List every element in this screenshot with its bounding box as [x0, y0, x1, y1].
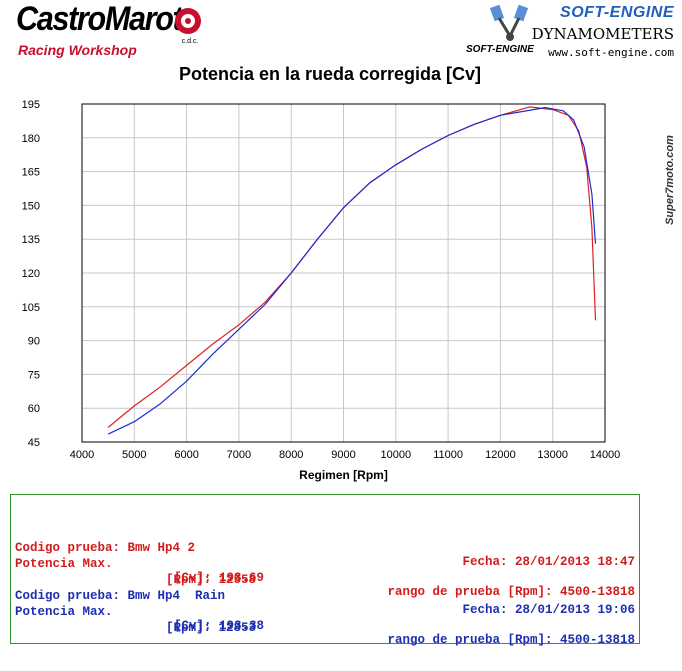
dyno-title: DYNAMOMETERS: [531, 25, 674, 43]
x-tick-label: 5000: [122, 449, 146, 461]
x-tick-label: 11000: [433, 449, 463, 461]
y-tick-label: 105: [22, 302, 40, 314]
x-tick-label: 10000: [381, 449, 412, 461]
run2-row2: Potencia Max. [Cv]: 193.38 rango de prue…: [15, 591, 635, 647]
x-tick-label: 13000: [537, 449, 568, 461]
y-tick-label: 90: [28, 336, 40, 348]
side-brand: Super7moto.com: [660, 120, 680, 240]
dyno-brand-name: SOFT-ENGINE: [560, 4, 674, 21]
run2-codigo-label: Codigo prueba:: [15, 589, 121, 603]
brand-logo-text: c.d.c.: [182, 38, 199, 45]
run1-rango-label: rango de prueba [Rpm]:: [387, 585, 553, 599]
series-line-2: [107, 107, 597, 435]
brand-subtitle: Racing Workshop: [18, 42, 137, 58]
y-tick-label: 195: [22, 99, 40, 111]
run2-row3: [Rpm]: 12853: [15, 607, 635, 635]
test-info-box: Codigo prueba: Bmw Hp4 2 Fecha: 28/01/20…: [10, 494, 640, 647]
dyno-mini-logo: SOFT-ENGINE: [466, 44, 534, 55]
run2-rango-label: rango de prueba [Rpm]:: [387, 633, 553, 647]
power-chart: 4000 5000 6000 7000 8000 9000 10000 11000 12000 1…: [22, 99, 621, 482]
header: CastroMarot Racing Workshop c.d.c. SOFT-…: [0, 0, 682, 62]
y-tick-label: 165: [22, 167, 40, 179]
run1-codigo-label: Codigo prueba:: [15, 541, 121, 555]
y-tick-label: 75: [28, 369, 40, 381]
brand-name: CastroMarot: [16, 0, 183, 38]
run1-cv-label: [Cv]:: [174, 571, 212, 585]
run1-row3: [Rpm]: 12558: [15, 559, 635, 587]
run1-row1: Codigo prueba: Bmw Hp4 2 Fecha: 28/01/20…: [15, 527, 635, 569]
run2-cv-value: 193.38: [219, 619, 265, 633]
x-tick-label: 6000: [174, 449, 198, 461]
x-tick-label: 4000: [70, 449, 94, 461]
y-tick-label: 150: [22, 200, 40, 212]
plot-frame: [81, 103, 606, 443]
y-tick-label: 120: [22, 268, 40, 280]
pistons-icon: [489, 4, 529, 41]
run2-fecha-label: Fecha:: [462, 603, 508, 617]
run1-cv-value: 193.69: [219, 571, 265, 585]
run2-rpm-label: [Rpm]:: [166, 621, 212, 635]
run1-potencia-label: Potencia Max.: [15, 557, 113, 571]
run2-cv-label: [Cv]:: [174, 619, 212, 633]
run2-potencia-label: Potencia Max.: [15, 605, 113, 619]
run2-fecha-value: 28/01/2013 19:06: [514, 603, 635, 617]
x-tick-label: 12000: [485, 449, 516, 461]
chart-title: Potencia en la rueda corregida [Cv]: [178, 64, 482, 84]
x-axis-label: Regimen [Rpm]: [299, 468, 388, 482]
run1-rango-value: 4500-13818: [559, 585, 635, 599]
run1-row2: Potencia Max. [Cv]: 193.69 rango de prue…: [15, 543, 635, 599]
x-tick-label: 8000: [279, 449, 303, 461]
racing-wheel-logo-icon: c.d.c.: [175, 8, 201, 45]
run1-rpm-label: [Rpm]:: [166, 573, 212, 587]
x-tick-label: 7000: [227, 449, 251, 461]
run1-fecha-value: 28/01/2013 18:47: [514, 555, 635, 569]
x-tick-label: 14000: [590, 449, 621, 461]
dyno-url: www.soft-engine.com: [548, 46, 674, 59]
y-tick-label: 135: [22, 234, 40, 246]
run2-rango-value: 4500-13818: [559, 633, 635, 647]
x-tick-label: 9000: [331, 449, 355, 461]
run2-codigo-value: Bmw Hp4 Rain: [127, 589, 226, 603]
run2-row1: Codigo prueba: Bmw Hp4 Rain Fecha: 28/01…: [15, 575, 635, 617]
run1-fecha-label: Fecha:: [462, 555, 508, 569]
side-brand-text: Super7moto.com: [664, 135, 676, 225]
y-tick-label: 180: [22, 133, 40, 145]
run1-rpm-value: 12558: [218, 573, 257, 587]
y-tick-label: 45: [28, 437, 40, 449]
dyno-brand: SOFT-ENGINE DYNAMOMETERS SOFT-ENGINE www…: [464, 4, 674, 62]
y-tick-label: 60: [28, 403, 40, 415]
run1-codigo-value: Bmw Hp4 2: [127, 541, 196, 555]
run2-rpm-value: 12853: [218, 621, 257, 635]
